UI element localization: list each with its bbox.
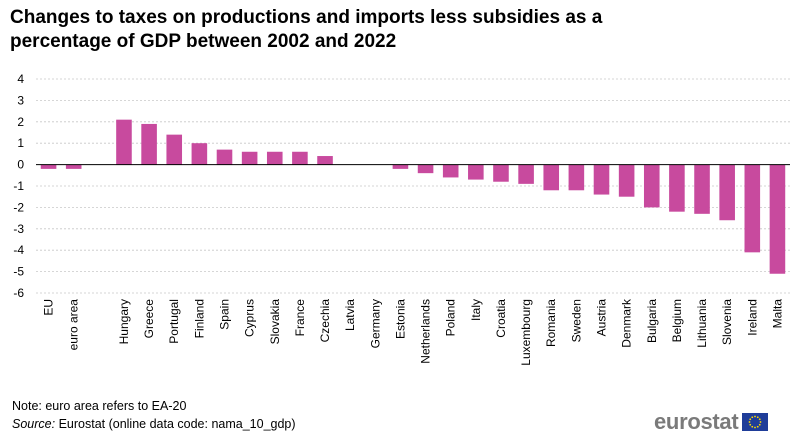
eu-flag-icon xyxy=(742,413,769,431)
bar-luxembourg xyxy=(518,164,534,184)
x-tick-label: Bulgaria xyxy=(645,299,659,343)
eurostat-logo: eurostat xyxy=(654,409,769,434)
x-tick-label: Italy xyxy=(469,299,483,321)
x-tick-label: Denmark xyxy=(620,298,634,348)
bar-chart: 4 3 2 1 0 -1 -2 -3 -4 -5 -6 EU euro area Hungary Gree… xyxy=(13,72,790,366)
bar-slovakia xyxy=(266,151,283,165)
y-tick-label: -4 xyxy=(13,243,24,257)
x-tick-label: Poland xyxy=(444,299,458,336)
gridlines xyxy=(36,78,790,294)
bars xyxy=(40,119,786,274)
bar-greece xyxy=(141,123,157,165)
x-tick-label: Croatia xyxy=(494,299,508,338)
x-tick-label: Cyprus xyxy=(243,299,257,337)
y-tick-label: -1 xyxy=(13,179,24,193)
y-tick-label: -2 xyxy=(13,200,24,214)
bar-france xyxy=(292,151,308,165)
x-tick-label: Lithuania xyxy=(695,299,709,348)
x-tick-label: Ireland xyxy=(745,299,759,336)
bar-austria xyxy=(593,164,610,195)
source-text: Eurostat (online data code: nama_10_gdp) xyxy=(55,417,296,431)
y-tick-label: 1 xyxy=(17,136,24,150)
x-tick-label: Slovakia xyxy=(268,299,282,345)
y-tick-label: 0 xyxy=(17,158,24,172)
bar-bulgaria xyxy=(643,164,660,208)
x-tick-label: Netherlands xyxy=(419,299,433,364)
x-tick-label: Latvia xyxy=(343,299,357,331)
y-axis-ticks: 4 3 2 1 0 -1 -2 -3 -4 -5 -6 xyxy=(13,72,24,300)
y-tick-label: 4 xyxy=(17,72,24,86)
x-axis-labels: EU euro area Hungary Greece Portugal Finland S… xyxy=(42,298,785,366)
bar-czechia xyxy=(317,156,333,165)
bar-malta xyxy=(769,164,786,274)
bar-poland xyxy=(442,164,459,178)
x-tick-label: Slovenia xyxy=(720,299,734,345)
y-tick-label: -5 xyxy=(13,265,24,279)
x-tick-label: Malta xyxy=(770,299,784,329)
bar-denmark xyxy=(618,164,635,197)
x-tick-label: Belgium xyxy=(670,299,684,342)
y-tick-label: -6 xyxy=(13,286,24,300)
y-tick-label: 2 xyxy=(17,115,24,129)
bar-hungary xyxy=(116,119,132,165)
y-tick-label: 3 xyxy=(17,93,24,107)
x-tick-label: EU xyxy=(42,299,56,316)
x-tick-label: Portugal xyxy=(167,299,181,344)
chart-title: Changes to taxes on productions and impo… xyxy=(10,7,603,52)
x-tick-label: Czechia xyxy=(318,299,332,343)
bar-cyprus xyxy=(241,151,258,165)
bar-croatia xyxy=(493,164,509,182)
bar-netherlands xyxy=(417,164,434,174)
bar-portugal xyxy=(166,134,183,165)
bar-sweden xyxy=(568,164,585,191)
bar-eu xyxy=(40,164,57,169)
x-tick-label: Romania xyxy=(544,299,558,347)
bar-italy xyxy=(468,164,484,180)
x-tick-label: Sweden xyxy=(569,299,583,342)
footnote: Note: euro area refers to EA-20 xyxy=(12,399,187,413)
x-tick-label: Finland xyxy=(192,299,206,338)
x-tick-label: euro area xyxy=(67,299,81,351)
x-tick-label: Luxembourg xyxy=(519,299,533,366)
x-tick-label: France xyxy=(293,299,307,337)
y-tick-label: -3 xyxy=(13,222,24,236)
bar-euro-area xyxy=(65,164,82,169)
bar-lithuania xyxy=(694,164,710,214)
x-tick-label: Germany xyxy=(368,299,382,348)
logo-wordmark: eurostat xyxy=(654,409,739,434)
bar-finland xyxy=(191,143,208,165)
x-tick-label: Estonia xyxy=(393,299,407,339)
source-line: Source: Eurostat (online data code: nama… xyxy=(12,417,296,431)
x-tick-label: Greece xyxy=(142,299,156,339)
bar-estonia xyxy=(392,164,409,169)
bar-belgium xyxy=(669,164,685,212)
x-tick-label: Austria xyxy=(595,299,609,337)
x-tick-label: Hungary xyxy=(117,299,131,344)
source-label: Source: xyxy=(12,417,56,431)
x-tick-label: Spain xyxy=(218,299,232,330)
bar-slovenia xyxy=(719,164,735,221)
bar-ireland xyxy=(744,164,761,253)
bar-spain xyxy=(216,149,233,165)
bar-romania xyxy=(543,164,560,191)
